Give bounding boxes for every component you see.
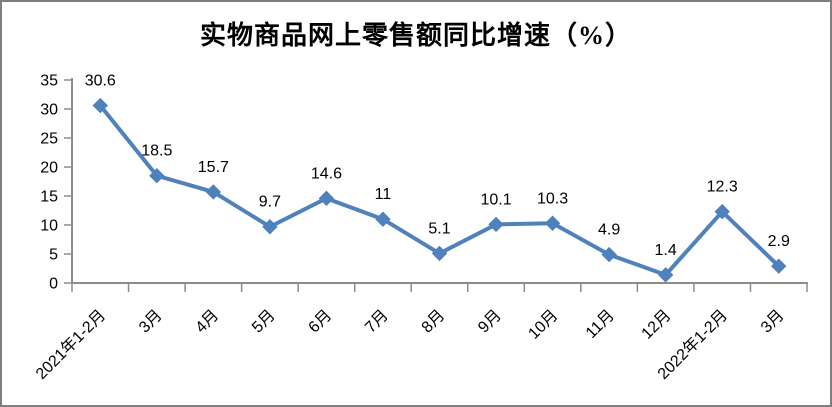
data-label: 5.1 — [428, 220, 450, 237]
y-axis-tick-label: 10 — [40, 218, 58, 235]
data-label: 1.4 — [655, 242, 677, 259]
x-axis-tick-label: 12月 — [639, 307, 675, 343]
x-axis-tick-label: 11月 — [583, 307, 618, 342]
data-label: 12.3 — [707, 179, 738, 196]
y-axis-tick-label: 35 — [40, 73, 58, 90]
data-label: 30.6 — [85, 73, 116, 90]
y-axis-tick-label: 15 — [40, 189, 58, 206]
data-label: 18.5 — [141, 143, 172, 160]
data-label: 9.7 — [259, 194, 281, 211]
data-point-marker — [488, 216, 504, 233]
data-point-marker — [92, 97, 108, 114]
x-axis-tick-label: 3月 — [136, 307, 166, 337]
x-axis-tick-label: 5月 — [249, 307, 279, 337]
chart-title: 实物商品网上零售额同比增速（%） — [199, 21, 632, 50]
data-label: 14.6 — [311, 165, 342, 182]
x-axis-tick-label: 3月 — [758, 307, 788, 337]
y-axis-tick-label: 5 — [49, 247, 58, 264]
data-label: 10.1 — [480, 191, 511, 208]
data-label: 11 — [375, 186, 392, 203]
data-label: 15.7 — [198, 159, 229, 176]
x-axis-tick-label: 2021年1-2月 — [32, 306, 109, 383]
data-point-marker — [544, 215, 561, 231]
data-label: 10.3 — [537, 190, 568, 207]
x-axis-tick-label: 4月 — [193, 307, 223, 337]
y-axis-tick-label: 30 — [40, 102, 58, 119]
y-axis-tick-label: 25 — [40, 131, 58, 148]
data-point-marker — [714, 203, 730, 220]
data-point-marker — [149, 167, 165, 184]
y-axis-tick-label: 20 — [40, 160, 58, 177]
data-point-marker — [262, 219, 278, 235]
data-point-marker — [318, 190, 335, 207]
x-axis-tick-label: 7月 — [362, 307, 392, 337]
x-axis-tick-label: 10月 — [525, 307, 561, 343]
x-axis-tick-label: 6月 — [306, 307, 336, 337]
y-axis-tick-label: 0 — [49, 276, 58, 293]
data-label: 2.9 — [768, 233, 790, 250]
data-point-marker — [601, 246, 617, 263]
data-point-marker — [375, 211, 391, 227]
data-point-marker — [771, 258, 787, 274]
data-label: 4.9 — [598, 222, 620, 239]
x-axis-tick-label: 9月 — [475, 307, 505, 337]
data-point-marker — [657, 267, 674, 283]
data-point-marker — [431, 245, 448, 262]
data-point-marker — [205, 184, 222, 200]
x-axis-tick-label: 8月 — [419, 307, 449, 337]
